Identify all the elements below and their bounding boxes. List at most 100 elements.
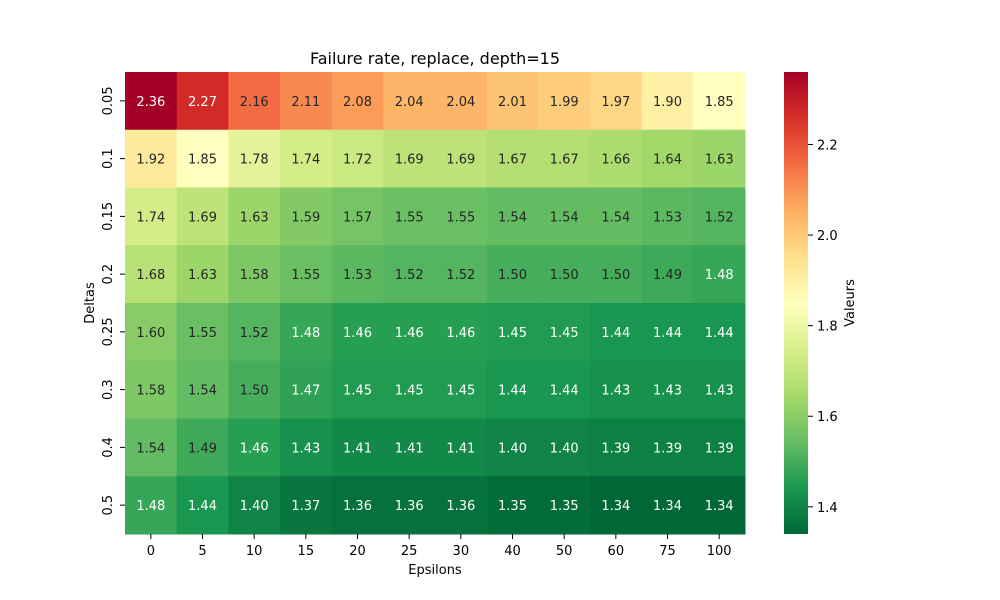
cell-value-label: 2.04: [446, 95, 475, 110]
heatmap-cell: [280, 476, 333, 535]
heatmap-cell: [331, 245, 384, 304]
cell-value-label: 1.72: [343, 153, 372, 168]
cell-value-label: 1.34: [705, 499, 734, 514]
chart-title: Failure rate, replace, depth=15: [310, 49, 560, 68]
cell-value-label: 1.44: [498, 384, 527, 399]
heatmap-cell: [280, 187, 333, 246]
heatmap-cell: [641, 187, 694, 246]
y-axis-label: Deltas: [83, 282, 98, 324]
cell-value-label: 1.46: [395, 326, 424, 341]
heatmap-cell: [331, 360, 384, 419]
colorbar-tick-label: 1.4: [817, 501, 838, 516]
x-tick-label: 25: [401, 544, 418, 559]
heatmap-cell: [435, 129, 488, 188]
cell-value-label: 1.39: [601, 441, 630, 456]
heatmap-cell: [125, 187, 178, 246]
heatmap-cell: [538, 187, 591, 246]
cell-value-label: 1.50: [550, 268, 579, 283]
cell-value-label: 1.46: [446, 326, 475, 341]
heatmap-cell: [641, 476, 694, 535]
heatmap-cell: [228, 418, 281, 477]
cell-value-label: 1.43: [653, 384, 682, 399]
heatmap-cell: [176, 129, 229, 188]
y-tick-label: 0.4: [101, 437, 116, 458]
heatmap-cell: [486, 72, 539, 131]
x-tick-label: 50: [556, 544, 573, 559]
heatmap-cell: [125, 129, 178, 188]
cell-value-label: 2.04: [395, 95, 424, 110]
cell-value-label: 1.46: [343, 326, 372, 341]
cell-value-label: 1.53: [653, 210, 682, 225]
heatmap-cell: [590, 360, 643, 419]
heatmap-cell: [228, 72, 281, 131]
cell-value-label: 1.49: [188, 441, 217, 456]
y-tick-label: 0.2: [101, 264, 116, 285]
cell-value-label: 1.90: [653, 95, 682, 110]
heatmap-cell: [125, 303, 178, 362]
heatmap-cell: [538, 360, 591, 419]
heatmap-cell: [538, 72, 591, 131]
heatmap-cell: [693, 72, 746, 131]
heatmap-cell: [538, 418, 591, 477]
cell-value-label: 1.85: [705, 95, 734, 110]
heatmap-cell: [383, 187, 436, 246]
cell-value-label: 2.11: [291, 95, 320, 110]
cell-value-label: 1.45: [550, 326, 579, 341]
heatmap-cell: [435, 187, 488, 246]
cell-value-label: 1.53: [343, 268, 372, 283]
heatmap-cell: [693, 187, 746, 246]
heatmap-cell: [125, 360, 178, 419]
heatmap-cell: [435, 245, 488, 304]
cell-value-label: 1.48: [291, 326, 320, 341]
cell-value-label: 1.44: [188, 499, 217, 514]
cell-value-label: 1.92: [136, 153, 165, 168]
heatmap-cell: [331, 187, 384, 246]
heatmap-cell: [641, 129, 694, 188]
x-axis: 0 5 10 15 20 25 30 40 50 60 75 100: [147, 534, 732, 559]
cell-value-label: 1.85: [188, 153, 217, 168]
heatmap-cell: [228, 187, 281, 246]
cell-value-label: 1.35: [498, 499, 527, 514]
colorbar: [784, 72, 808, 534]
heatmap-cell: [538, 303, 591, 362]
cell-value-label: 1.58: [240, 268, 269, 283]
heatmap-cell: [383, 418, 436, 477]
cell-value-label: 1.41: [395, 441, 424, 456]
cell-value-label: 1.34: [601, 499, 630, 514]
cell-value-label: 1.69: [188, 210, 217, 225]
heatmap-cell: [693, 418, 746, 477]
heatmap-cell: [125, 245, 178, 304]
x-tick-label: 75: [659, 544, 676, 559]
cell-value-label: 1.36: [446, 499, 475, 514]
cell-value-label: 1.54: [601, 210, 630, 225]
cell-value-label: 1.67: [550, 153, 579, 168]
cell-value-label: 1.55: [291, 268, 320, 283]
x-tick-label: 100: [707, 544, 732, 559]
cell-value-label: 1.40: [240, 499, 269, 514]
heatmap-cell: [590, 187, 643, 246]
heatmap-cell: [383, 72, 436, 131]
cell-value-label: 1.63: [705, 153, 734, 168]
heatmap-cell: [435, 72, 488, 131]
heatmap-cell: [125, 72, 178, 131]
cell-value-label: 1.44: [601, 326, 630, 341]
colorbar-label: Valeurs: [843, 279, 858, 327]
cell-value-label: 1.63: [240, 210, 269, 225]
cell-value-label: 1.43: [705, 384, 734, 399]
heatmap-cell: [435, 303, 488, 362]
heatmap-cell: [641, 72, 694, 131]
x-tick-label: 40: [504, 544, 521, 559]
heatmap-cell: [590, 245, 643, 304]
heatmap-cell: [486, 360, 539, 419]
cell-value-label: 1.59: [291, 210, 320, 225]
cell-value-label: 1.46: [240, 441, 269, 456]
heatmap-cell: [280, 129, 333, 188]
cell-value-label: 1.55: [395, 210, 424, 225]
y-tick-label: 0.1: [101, 148, 116, 169]
cell-value-label: 1.34: [653, 499, 682, 514]
cell-value-label: 1.50: [601, 268, 630, 283]
cell-value-label: 1.47: [291, 384, 320, 399]
x-tick-label: 10: [246, 544, 263, 559]
cell-value-label: 1.37: [291, 499, 320, 514]
heatmap-cell: [125, 418, 178, 477]
